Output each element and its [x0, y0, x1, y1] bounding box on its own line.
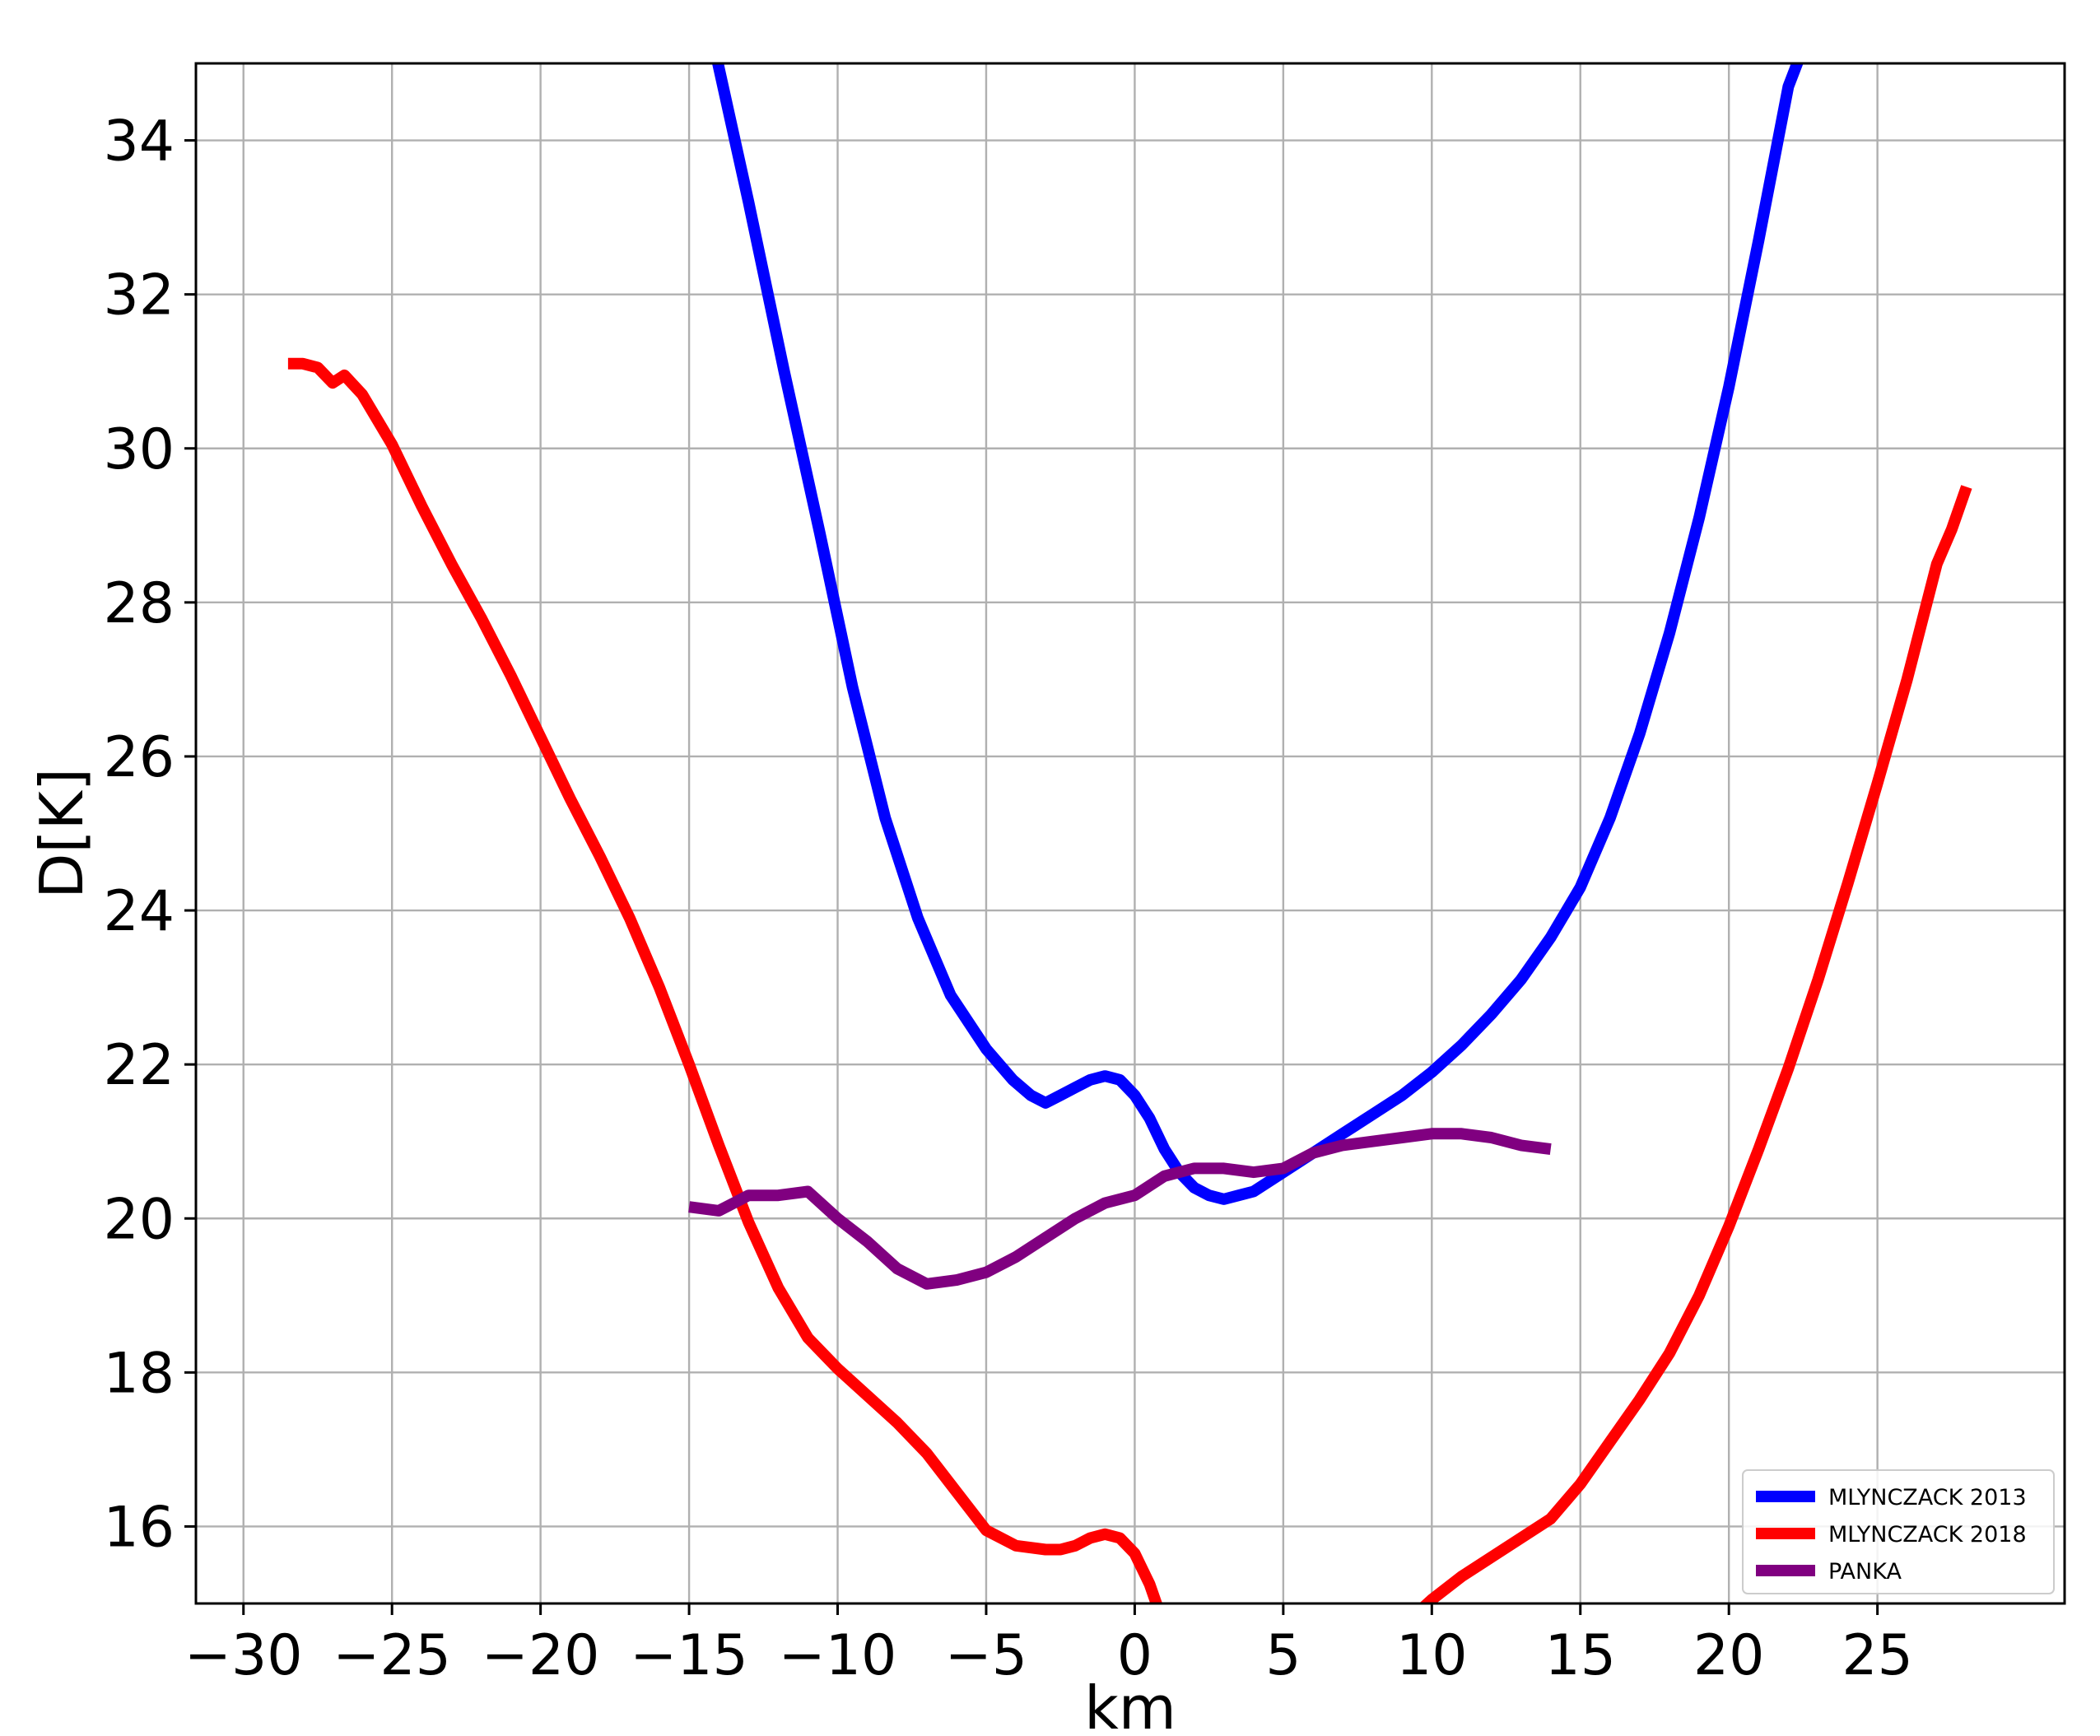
y-tick-label: 22 [103, 1033, 175, 1098]
legend-label: MLYNCZACK 2013 [1828, 1485, 2027, 1510]
x-tick-label: −5 [945, 1623, 1027, 1688]
series-line-3 [688, 1128, 1552, 1290]
x-tick-label: −30 [184, 1623, 303, 1688]
y-tick-label: 20 [103, 1187, 175, 1252]
plot-frame [194, 62, 2066, 1605]
y-axis-label: D[K] [27, 768, 96, 899]
y-tick-label: 26 [103, 725, 175, 790]
x-tick-label: 20 [1693, 1623, 1765, 1688]
grid [196, 63, 2065, 1603]
y-tick-label: 32 [103, 263, 175, 328]
y-tick-label: 24 [103, 879, 175, 944]
series-lines [287, 63, 1972, 1603]
series-line-2 [287, 357, 1972, 1603]
y-tick-label: 34 [103, 109, 175, 175]
legend-label: MLYNCZACK 2018 [1828, 1522, 2027, 1548]
legend: MLYNCZACK 2013 MLYNCZACK 2018 PANKA [1742, 1469, 2055, 1594]
y-tick-label: 28 [103, 571, 175, 636]
series-line-1 [711, 63, 1804, 1205]
x-tick-label: −20 [482, 1623, 600, 1688]
x-tick-label: −15 [630, 1623, 748, 1688]
x-axis-label: km [1084, 1673, 1176, 1736]
x-tick-label: 15 [1544, 1623, 1616, 1688]
x-tick-label: 0 [1117, 1623, 1152, 1688]
legend-label: PANKA [1828, 1559, 1902, 1585]
y-tick-label: 30 [103, 417, 175, 482]
x-tick-label: 10 [1396, 1623, 1468, 1688]
legend-box [1742, 1469, 2055, 1594]
axis-ticks: −30 −25 −20 −15 −10 −5 0 5 10 15 20 25 16 18 20 22 24 26 2… [103, 109, 1912, 1688]
y-tick-label: 16 [103, 1495, 175, 1560]
x-tick-label: 5 [1265, 1623, 1301, 1688]
x-tick-label: 25 [1842, 1623, 1913, 1688]
x-tick-label: −10 [779, 1623, 897, 1688]
y-tick-label: 18 [103, 1341, 175, 1406]
x-tick-label: −25 [333, 1623, 451, 1688]
